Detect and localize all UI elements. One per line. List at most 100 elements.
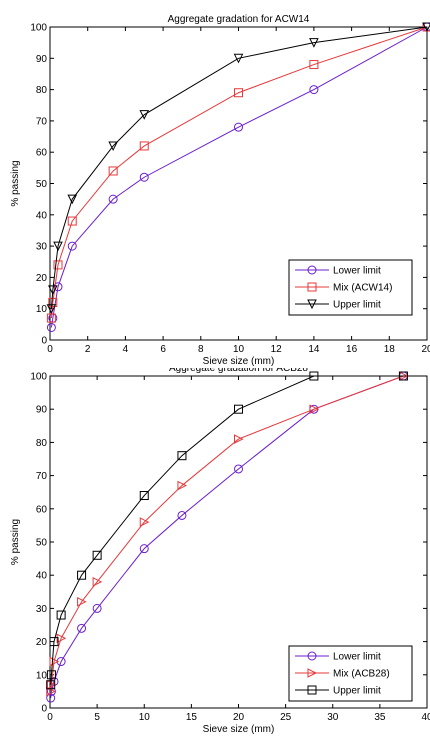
data-point — [139, 544, 149, 554]
x-tick-label: 35 — [374, 712, 386, 723]
legend-item: Lower limit — [295, 651, 381, 663]
y-axis-label: % passing — [10, 519, 21, 565]
legend-marker — [307, 299, 317, 310]
y-tick-label: 80 — [36, 438, 48, 449]
x-tick-label: 20 — [233, 712, 245, 723]
x-tick-label: 16 — [346, 344, 358, 355]
y-tick-label: 10 — [36, 304, 48, 315]
data-point — [108, 166, 118, 176]
data-point — [49, 637, 59, 647]
data-point — [53, 282, 63, 292]
x-tick-label: 5 — [94, 712, 100, 723]
x-tick-label: 0 — [47, 344, 53, 355]
data-point — [139, 517, 150, 527]
series-line — [50, 26, 428, 309]
y-tick-label: 100 — [30, 372, 47, 383]
chart-svg: Aggregate gradation for ACB28 0 5 10 15 20 25 3… — [10, 368, 430, 735]
data-point — [309, 371, 319, 381]
data-point — [77, 623, 87, 633]
legend-marker — [307, 282, 317, 292]
legend-label: Upper limit — [333, 300, 381, 311]
legend-label: Upper limit — [333, 686, 381, 697]
data-point — [46, 680, 56, 690]
legend-label: Lower limit — [333, 652, 381, 663]
data-point — [92, 603, 102, 613]
data-point — [46, 679, 57, 690]
gradation-chart-acw14: Aggregate gradation for ACW14 0 2 4 6 8 10 12 14… — [0, 0, 430, 368]
series-line — [50, 26, 428, 328]
data-point — [56, 610, 66, 620]
data-point — [139, 110, 150, 120]
data-point — [46, 693, 56, 703]
data-point — [67, 194, 78, 205]
y-tick-label: 40 — [36, 210, 48, 221]
data-point — [233, 53, 244, 64]
data-point — [53, 241, 63, 252]
data-point — [48, 297, 58, 307]
data-point — [177, 480, 188, 491]
y-tick-label: 60 — [36, 504, 48, 515]
y-tick-label: 20 — [36, 273, 48, 284]
y-tick-label: 90 — [36, 54, 48, 65]
y-tick-label: 0 — [41, 704, 47, 715]
data-point — [92, 550, 102, 560]
series-line — [50, 375, 404, 692]
data-point — [139, 172, 149, 182]
series-line — [50, 375, 404, 685]
data-point — [92, 577, 103, 587]
data-point — [53, 260, 63, 270]
x-tick-label: 12 — [271, 344, 283, 355]
data-point — [46, 304, 57, 314]
x-tick-label: 8 — [198, 344, 204, 355]
legend-item: Lower limit — [295, 265, 381, 277]
y-tick-label: 30 — [36, 242, 48, 253]
data-point — [234, 122, 243, 132]
data-point — [234, 464, 243, 474]
data-point — [309, 85, 319, 95]
series-1 — [46, 371, 408, 703]
x-axis-label: Sieve size (mm) — [203, 356, 275, 367]
data-point — [49, 656, 60, 667]
y-tick-label: 10 — [36, 670, 48, 681]
data-point — [309, 38, 319, 48]
data-point — [398, 371, 408, 381]
legend-item: Mix (ACW14) — [295, 282, 392, 294]
data-point — [234, 434, 244, 444]
x-tick-label: 6 — [160, 344, 166, 355]
data-point — [77, 596, 87, 607]
y-tick-label: 70 — [36, 116, 48, 127]
y-tick-label: 90 — [36, 405, 48, 416]
x-tick-label: 2 — [85, 344, 91, 355]
data-point — [108, 194, 118, 204]
y-axis-label: % passing — [10, 160, 21, 206]
data-point — [46, 313, 56, 323]
x-axis-label: Sieve size (mm) — [203, 724, 275, 735]
y-tick-label: 0 — [41, 336, 47, 347]
legend: Lower limit Mix (ACB28) Upper limit — [288, 645, 413, 702]
y-tick-label: 40 — [36, 571, 48, 582]
x-tick-label: 4 — [123, 344, 129, 355]
legend-label: Mix (ACW14) — [333, 283, 392, 294]
y-tick-label: 50 — [36, 538, 48, 549]
data-point — [234, 404, 243, 414]
data-point — [234, 88, 243, 98]
data-point — [56, 633, 67, 644]
legend-label: Lower limit — [333, 266, 381, 277]
series-3 — [46, 371, 408, 690]
legend: Lower limit Mix (ACW14) Upper limit — [288, 259, 413, 316]
data-point — [46, 686, 56, 697]
data-point — [309, 404, 320, 415]
x-tick-label: 40 — [421, 712, 430, 723]
legend-marker — [307, 668, 318, 678]
y-tick-label: 80 — [36, 85, 48, 96]
x-tick-label: 10 — [233, 344, 245, 355]
x-tick-label: 0 — [47, 712, 53, 723]
x-tick-label: 25 — [280, 712, 292, 723]
data-point — [67, 216, 77, 226]
y-tick-label: 70 — [36, 471, 48, 482]
data-point — [67, 241, 77, 251]
data-point — [309, 60, 319, 70]
x-tick-label: 15 — [186, 712, 198, 723]
chart-title: Aggregate gradation for ACB28 — [169, 368, 308, 374]
legend-item: Mix (ACB28) — [295, 668, 390, 680]
